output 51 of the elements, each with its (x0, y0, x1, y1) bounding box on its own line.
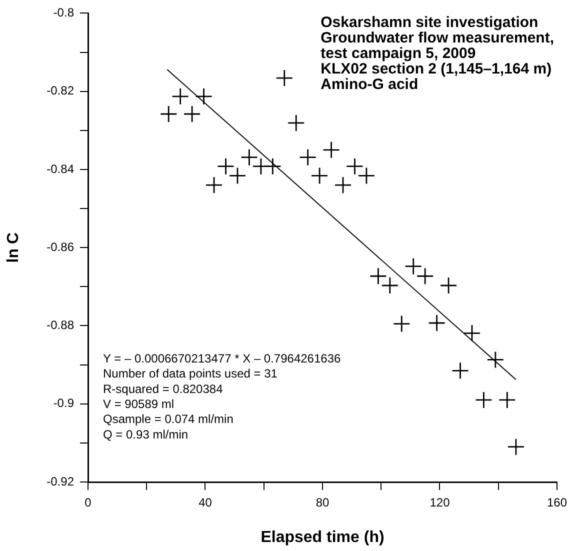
point (195, 88, 212, 106)
point (498, 391, 516, 409)
point (310, 167, 328, 184)
point (507, 438, 525, 456)
x-tick-label: 80 (316, 496, 330, 510)
x-tick-label: 0 (84, 496, 92, 510)
annotation: V = 90589 ml (103, 396, 174, 411)
point (172, 88, 190, 106)
point (440, 276, 458, 294)
text: Oskarshamn site investigation Groundwater flow measurement, test campaign 5, 2009 KLX02 section 2 (1,145–1,164 m) Amino-G acid (320, 14, 554, 93)
point (392, 315, 410, 332)
point (381, 276, 399, 294)
annotation: Y = – 0.0006670213477 * X – 0.7964261636 (103, 351, 341, 366)
point (404, 258, 422, 276)
point (416, 267, 434, 285)
y-tick-label: -0.88 (46, 318, 74, 332)
point (428, 314, 446, 332)
annotation: Q = 0.93 ml/min (103, 427, 188, 442)
x-axis-title: Elapsed time (h) (260, 528, 384, 546)
point (369, 267, 387, 285)
point (276, 69, 294, 87)
point (486, 351, 504, 368)
y-tick-label: -0.8 (53, 6, 74, 20)
point (264, 158, 282, 176)
point (452, 362, 469, 380)
annotation: Qsample = 0.074 ml/min (103, 412, 234, 426)
point (358, 167, 376, 184)
x-tick-label: 160 (546, 496, 568, 510)
y-tick-label: -0.92 (46, 474, 74, 488)
x-tick-label: 40 (198, 496, 212, 510)
point (463, 324, 481, 342)
point (205, 176, 223, 194)
point (287, 114, 305, 132)
x-tick-label: 120 (430, 496, 450, 510)
y-tick-label: -0.82 (46, 84, 74, 98)
y-tick-label: -0.9 (53, 396, 74, 410)
point (240, 148, 258, 166)
point (299, 148, 317, 166)
y-tick-label: -0.84 (46, 162, 74, 176)
point (160, 105, 178, 123)
point (322, 141, 340, 159)
annotation: Number of data points used = 31 (103, 366, 278, 381)
point (334, 176, 352, 194)
point (183, 105, 201, 123)
y-tick-label: -0.86 (46, 240, 74, 254)
annotation: R-squared = 0.820384 (103, 382, 224, 396)
y-axis-title: ln C (5, 232, 22, 263)
point (228, 167, 246, 184)
point (475, 391, 492, 409)
point (217, 158, 234, 176)
point (346, 158, 364, 176)
